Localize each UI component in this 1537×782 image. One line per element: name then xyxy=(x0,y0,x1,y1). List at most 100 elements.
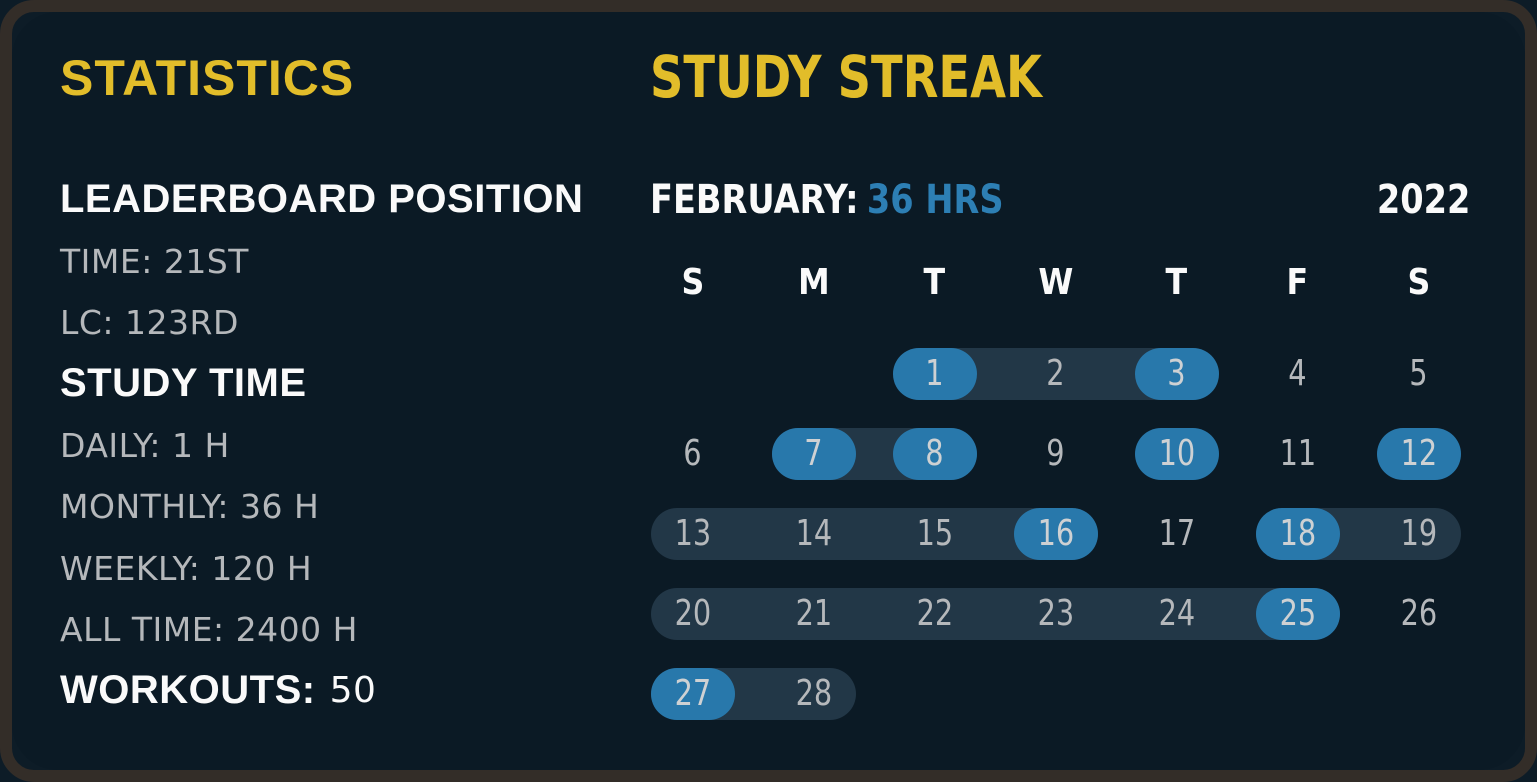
calendar-day: 8 xyxy=(874,414,995,494)
leaderboard-time-rank: TIME: 21ST xyxy=(60,241,249,281)
active-day-pill: 3 xyxy=(1134,348,1219,400)
calendar-day: 27 xyxy=(632,654,753,734)
calendar-day: 17 xyxy=(1116,494,1237,574)
calendar-week-row: 1 2 3 4 5 xyxy=(632,334,1479,414)
day-number: 26 xyxy=(1400,593,1437,634)
calendar-day: 13 xyxy=(632,494,753,574)
active-day-pill: 27 xyxy=(650,668,735,720)
study-time-weekly: WEEKLY: 120 H xyxy=(60,548,313,588)
calendar-day: 5 xyxy=(1358,334,1479,414)
calendar-day: 26 xyxy=(1358,574,1479,654)
day-number: 22 xyxy=(916,593,953,634)
calendar-day: 19 xyxy=(1358,494,1479,574)
calendar-day: 2 xyxy=(995,334,1116,414)
active-day-pill: 12 xyxy=(1376,428,1461,480)
calendar-day: 10 xyxy=(1116,414,1237,494)
day-header: M xyxy=(797,262,830,303)
study-time-daily: DAILY: 1 H xyxy=(60,425,230,465)
calendar-weeks: 1 2 3 4 5 6 7 8 9 10 11 12 13 14 15 16 17 18 19 20 21 22 23 24 2… xyxy=(632,334,1479,734)
day-number: 14 xyxy=(795,513,832,554)
workouts-label: WORKOUTS: xyxy=(60,668,316,713)
day-number: 18 xyxy=(1279,513,1316,554)
day-number: 21 xyxy=(795,593,832,634)
day-number: 6 xyxy=(683,433,702,474)
active-day-pill: 16 xyxy=(1013,508,1098,560)
day-number: 15 xyxy=(916,513,953,554)
calendar-week-row: 27 28 xyxy=(632,654,1479,734)
calendar-week-row: 13 14 15 16 17 18 19 xyxy=(632,494,1479,574)
day-number: 8 xyxy=(925,433,944,474)
calendar-week-row: 6 7 8 9 10 11 12 xyxy=(632,414,1479,494)
calendar-day: 9 xyxy=(995,414,1116,494)
day-number: 7 xyxy=(804,433,823,474)
day-number: 27 xyxy=(674,673,711,714)
calendar-day: 4 xyxy=(1237,334,1358,414)
calendar-day: 22 xyxy=(874,574,995,654)
calendar-day: 20 xyxy=(632,574,753,654)
day-header: W xyxy=(1038,262,1073,303)
day-number: 5 xyxy=(1409,353,1428,394)
calendar-day: 6 xyxy=(632,414,753,494)
day-number: 2 xyxy=(1046,353,1065,394)
calendar-day: 7 xyxy=(753,414,874,494)
active-day-pill: 1 xyxy=(892,348,977,400)
calendar-day: 12 xyxy=(1358,414,1479,494)
calendar-day: 21 xyxy=(753,574,874,654)
calendar-day: 28 xyxy=(753,654,874,734)
calendar-day: 16 xyxy=(995,494,1116,574)
day-number: 28 xyxy=(795,673,832,714)
day-number: 3 xyxy=(1167,353,1186,394)
day-number: 11 xyxy=(1279,433,1316,474)
workouts-row: WORKOUTS: 50 xyxy=(60,660,630,721)
day-number: 9 xyxy=(1046,433,1065,474)
stats-card: STATISTICS LEADERBOARD POSITION TIME: 21… xyxy=(12,12,1525,770)
statistics-title: STATISTICS xyxy=(60,50,355,106)
day-number: 24 xyxy=(1158,593,1195,634)
active-day-pill: 10 xyxy=(1134,428,1219,480)
statistics-list: LEADERBOARD POSITION TIME: 21ST LC: 123R… xyxy=(60,169,630,722)
day-header: T xyxy=(1165,262,1188,303)
calendar-day: 14 xyxy=(753,494,874,574)
leaderboard-position-heading: LEADERBOARD POSITION xyxy=(60,177,584,222)
calendar-day: 11 xyxy=(1237,414,1358,494)
month-hours: 36 HRS xyxy=(866,177,1004,223)
month-label: FEBRUARY: xyxy=(650,177,859,223)
study-streak-title: STUDY STREAK xyxy=(650,43,1042,111)
day-number: 25 xyxy=(1279,593,1316,634)
day-number: 17 xyxy=(1158,513,1195,554)
study-time-heading: STUDY TIME xyxy=(60,361,307,406)
day-number: 10 xyxy=(1158,433,1195,474)
day-header: S xyxy=(1407,262,1430,303)
calendar-day: 15 xyxy=(874,494,995,574)
calendar-day: 23 xyxy=(995,574,1116,654)
calendar-week-row: 20 21 22 23 24 25 26 xyxy=(632,574,1479,654)
day-header: F xyxy=(1286,262,1309,303)
day-number: 20 xyxy=(674,593,711,634)
active-day-pill: 25 xyxy=(1255,588,1340,640)
day-number: 13 xyxy=(674,513,711,554)
day-number: 1 xyxy=(925,353,944,394)
leaderboard-lc-rank: LC: 123RD xyxy=(60,302,239,342)
calendar-day: 25 xyxy=(1237,574,1358,654)
calendar-day: 18 xyxy=(1237,494,1358,574)
day-number: 4 xyxy=(1288,353,1307,394)
day-number: 19 xyxy=(1400,513,1437,554)
day-number: 23 xyxy=(1037,593,1074,634)
day-number: 12 xyxy=(1400,433,1437,474)
day-header: S xyxy=(681,262,704,303)
day-number: 16 xyxy=(1037,513,1074,554)
study-time-all-time: ALL TIME: 2400 H xyxy=(60,609,358,649)
study-time-monthly: MONTHLY: 36 H xyxy=(60,487,320,527)
active-day-pill: 7 xyxy=(771,428,856,480)
day-header: T xyxy=(923,262,946,303)
month-summary-row: FEBRUARY: 36 HRS 2022 xyxy=(650,176,1470,224)
calendar-day: 1 xyxy=(874,334,995,414)
streak-band xyxy=(650,588,1340,640)
year-label: 2022 xyxy=(1376,177,1470,223)
active-day-pill: 18 xyxy=(1255,508,1340,560)
month-summary: FEBRUARY: 36 HRS xyxy=(650,176,1004,224)
calendar-day: 24 xyxy=(1116,574,1237,654)
